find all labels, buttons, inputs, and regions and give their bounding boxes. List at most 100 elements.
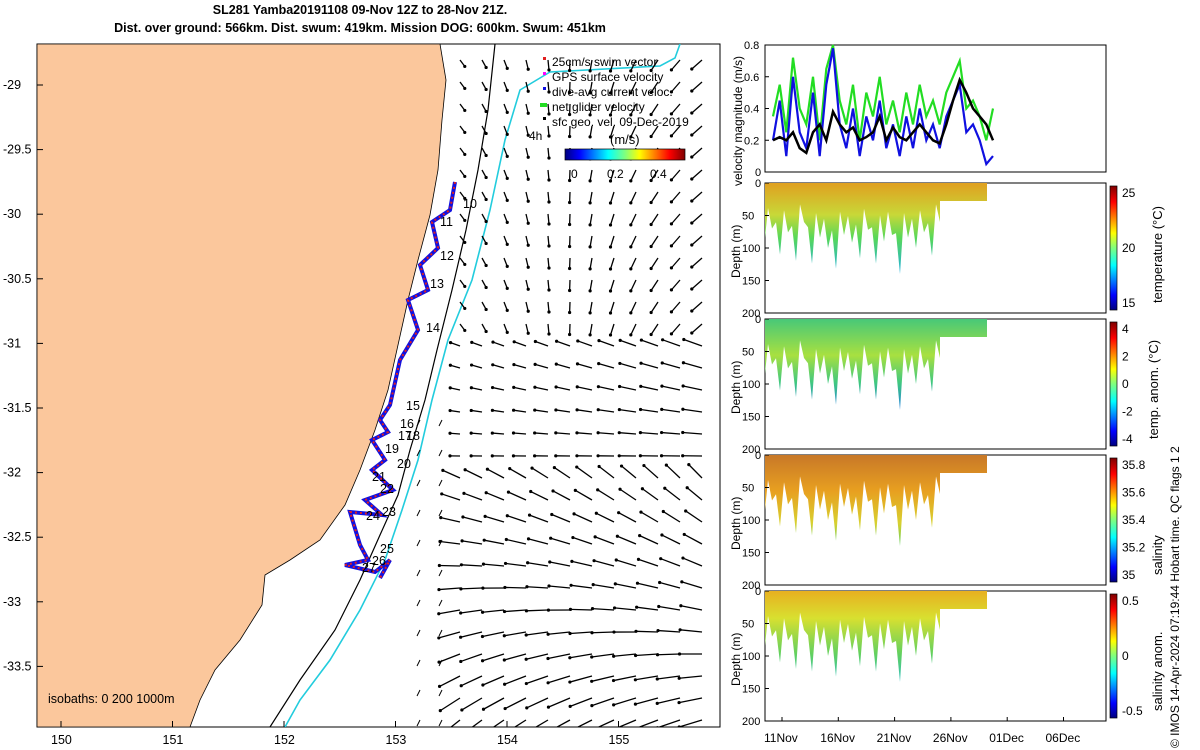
- legend-net-glider-velocity: net glider velocity: [552, 100, 645, 114]
- colorbar-tick: 15: [1122, 296, 1136, 310]
- depth-ylabel: Depth (m): [730, 361, 743, 414]
- day-label-26: 26: [372, 554, 386, 568]
- section-fill-1: [765, 319, 987, 410]
- day-label-23: 23: [382, 505, 396, 519]
- day-label-13: 13: [430, 277, 444, 291]
- lat-tick-3: -30.5: [3, 272, 32, 286]
- depth-tick: 200: [742, 716, 760, 728]
- lon-tick-3: 153: [386, 733, 407, 747]
- section-fill-3: [765, 591, 987, 682]
- depth-tick: 150: [742, 548, 760, 560]
- day-label-16: 16: [400, 417, 414, 431]
- day-label-15: 15: [406, 399, 420, 413]
- colorbar-tick: 35.4: [1122, 513, 1146, 527]
- colorbar-tick-1: 0.2: [607, 167, 624, 181]
- depth-tick: 0: [755, 314, 761, 326]
- date-tick-0: 11Nov: [764, 731, 798, 745]
- section-fill-2: [765, 455, 987, 546]
- lat-tick-9: -33.5: [3, 659, 32, 673]
- colorbar-label-1: temp. anom. (°C): [1146, 340, 1161, 439]
- depth-tick: 50: [742, 347, 754, 359]
- day-label-17: 17: [398, 429, 412, 443]
- day-label-12: 12: [440, 249, 454, 263]
- day-label-20: 20: [397, 457, 411, 471]
- day-label-10: 10: [463, 197, 477, 211]
- velocity-ylabel: velocity magnitude (m/s): [731, 56, 745, 186]
- depth-tick: 100: [742, 515, 760, 527]
- lon-tick-0: 150: [51, 733, 72, 747]
- colorbar-tick: 0.5: [1122, 594, 1139, 608]
- depth-tick: 150: [742, 412, 760, 424]
- velocity-panel: 0 0.2 0.4 0.6 0.8 velocity magnitude (m/s): [731, 40, 1107, 186]
- lon-tick-2: 152: [274, 733, 295, 747]
- depth-tick: 100: [742, 651, 760, 663]
- lat-tick-5: -31.5: [3, 401, 32, 415]
- depth-tick: 0: [755, 450, 761, 462]
- depth-tick: 0: [755, 586, 761, 598]
- section-panel-0: 0 50 100 150 200 Depth (m) 25 20 15 temperature (…: [730, 178, 1165, 320]
- colorbar-tick: -2: [1122, 405, 1133, 419]
- isobaths-label: isobaths: 0 200 1000m: [48, 692, 174, 706]
- latitude-ticks: -29 -29.5 -30 -30.5 -31 -31.5 -32 -32.5 -33 -33.5: [3, 78, 43, 673]
- legend-swim-vector: 25cm/s swim vector: [552, 55, 657, 69]
- colorbar-tick: 2: [1122, 350, 1129, 364]
- colorbar-tick-2: 0.4: [650, 167, 667, 181]
- lat-tick-2: -30: [3, 207, 21, 221]
- legend-sfc-geo-velocity: sfc geo. vel. 09-Dec-2019: [552, 115, 689, 129]
- section-colorbar-3: [1109, 593, 1118, 719]
- colorbar-tick: 25: [1122, 186, 1136, 200]
- depth-tick: 100: [742, 243, 760, 255]
- velocity-series-2: [772, 76, 995, 155]
- lat-tick-7: -32.5: [3, 530, 32, 544]
- velocity-ytick-1: 0.2: [744, 135, 759, 147]
- colorbar-tick: 35: [1122, 568, 1136, 582]
- date-tick-2: 21Nov: [877, 731, 912, 745]
- depth-tick: 100: [742, 379, 760, 391]
- isobath-1000: [284, 44, 681, 727]
- section-fill-0: [765, 183, 987, 274]
- depth-tick: 150: [742, 276, 760, 288]
- lon-tick-4: 154: [497, 733, 518, 747]
- colorbar-tick-0: 0: [571, 167, 578, 181]
- longitude-ticks: 150 151 152 153 154 155: [51, 721, 629, 747]
- colorbar-label-3: salinity anom.: [1150, 632, 1165, 711]
- day-label-22: 22: [380, 482, 394, 496]
- section-panel-1: 0 50 100 150 200 Depth (m) 4 2 0 -2 -4 temp. anom. …: [730, 314, 1161, 456]
- colorbar-tick: 35.8: [1122, 458, 1146, 472]
- colorbar-tick: -4: [1122, 432, 1133, 446]
- copyright-stamp: © IMOS 14-Apr-2024 07:19:44 Hobart time.…: [1168, 446, 1182, 748]
- colorbar-label-2: salinity: [1150, 535, 1165, 575]
- date-tick-5: 06Dec: [1046, 731, 1081, 745]
- colorbar-tick: 0: [1122, 377, 1129, 391]
- depth-ylabel: Depth (m): [730, 497, 743, 550]
- day-label-14: 14: [426, 321, 440, 335]
- velocity-vector-field: [416, 59, 703, 727]
- section-colorbar-1: [1109, 321, 1118, 447]
- lat-tick-1: -29.5: [3, 143, 32, 157]
- colorbar-label: (m/s): [610, 132, 640, 147]
- colorbar-tick: 35.2: [1122, 541, 1146, 555]
- depth-tick: 50: [742, 211, 754, 223]
- lat-tick-8: -33: [3, 595, 21, 609]
- velocity-ytick-0: 0: [755, 167, 761, 179]
- colorbar-tick: 4: [1122, 322, 1129, 336]
- day-label-18: 18: [406, 429, 420, 443]
- depth-ylabel: Depth (m): [730, 633, 743, 686]
- colorbar-tick: 35.6: [1122, 486, 1146, 500]
- depth-tick: 200: [742, 308, 760, 320]
- depth-tick: 50: [742, 619, 754, 631]
- day-label-21: 21: [372, 470, 386, 484]
- glider-dots: [344, 181, 456, 579]
- date-tick-4: 01Dec: [989, 731, 1024, 745]
- land-area: [37, 44, 447, 727]
- day-label-19: 19: [385, 442, 399, 456]
- velocity-series-0: [771, 44, 995, 141]
- lon-tick-5: 155: [609, 733, 630, 747]
- plot-title-line2: Dist. over ground: 566km. Dist. swum: 41…: [114, 21, 606, 35]
- velocity-ytick-3: 0.6: [744, 72, 759, 84]
- lat-tick-6: -32: [3, 466, 21, 480]
- velocity-ytick-2: 0.4: [744, 104, 759, 116]
- colorbar-label-0: temperature (°C): [1150, 206, 1165, 303]
